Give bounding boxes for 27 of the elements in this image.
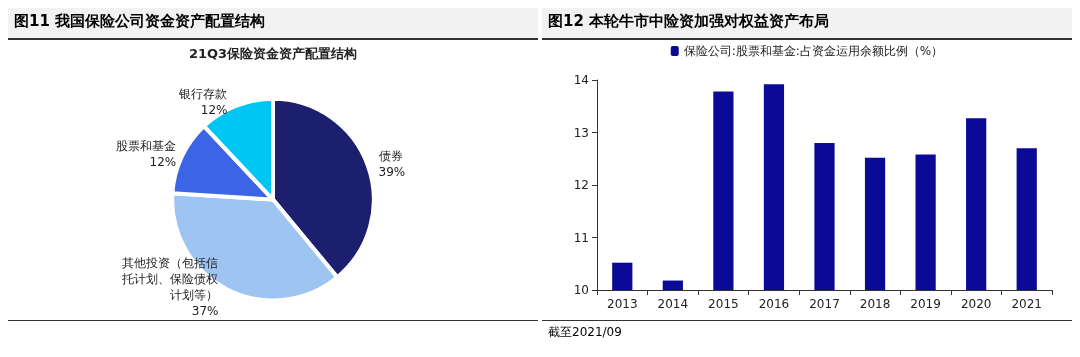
x-tick-label: 2017 (809, 297, 840, 311)
data-label: 12% (149, 154, 177, 169)
data-label: 12% (200, 103, 228, 118)
x-tick-label: 2021 (1011, 297, 1042, 311)
x-tick-label: 2013 (607, 297, 638, 311)
x-tick-label: 2016 (758, 297, 790, 311)
y-tick-label: 12 (573, 178, 589, 192)
x-tick-label: 2015 (708, 297, 739, 311)
slice-label: 其他投资（包括信托计划、保险债权计划等） (121, 256, 219, 302)
chart-title: 图11 我国保险公司资金资产配置结构 (8, 8, 538, 40)
slice-label: 债券 (378, 149, 403, 164)
slice-label: 银行存款 (178, 87, 228, 102)
text: 截至2021/09 (548, 325, 622, 339)
legend-label: 保险公司:股票和基金:占资金运用余额比例（%） (683, 44, 944, 58)
x-tick-label: 2020 (960, 297, 992, 311)
y-tick-label: 10 (573, 283, 589, 297)
y-tick-label: 14 (573, 73, 589, 87)
chart-title: 图12 本轮牛市中险资加强对权益资产布局 (542, 8, 1072, 40)
data-label: 37% (191, 304, 219, 318)
x-tick-label: 2019 (910, 297, 941, 311)
slice-label: 股票和基金 (116, 138, 177, 153)
x-tick-label: 2018 (859, 297, 891, 311)
y-tick-label: 11 (573, 230, 589, 245)
x-tick-label: 2014 (657, 297, 689, 311)
y-tick-label: 13 (573, 125, 589, 140)
data-label: 39% (378, 165, 406, 180)
chart-subtitle: 21Q3保险资金资产配置结构 (188, 46, 358, 61)
